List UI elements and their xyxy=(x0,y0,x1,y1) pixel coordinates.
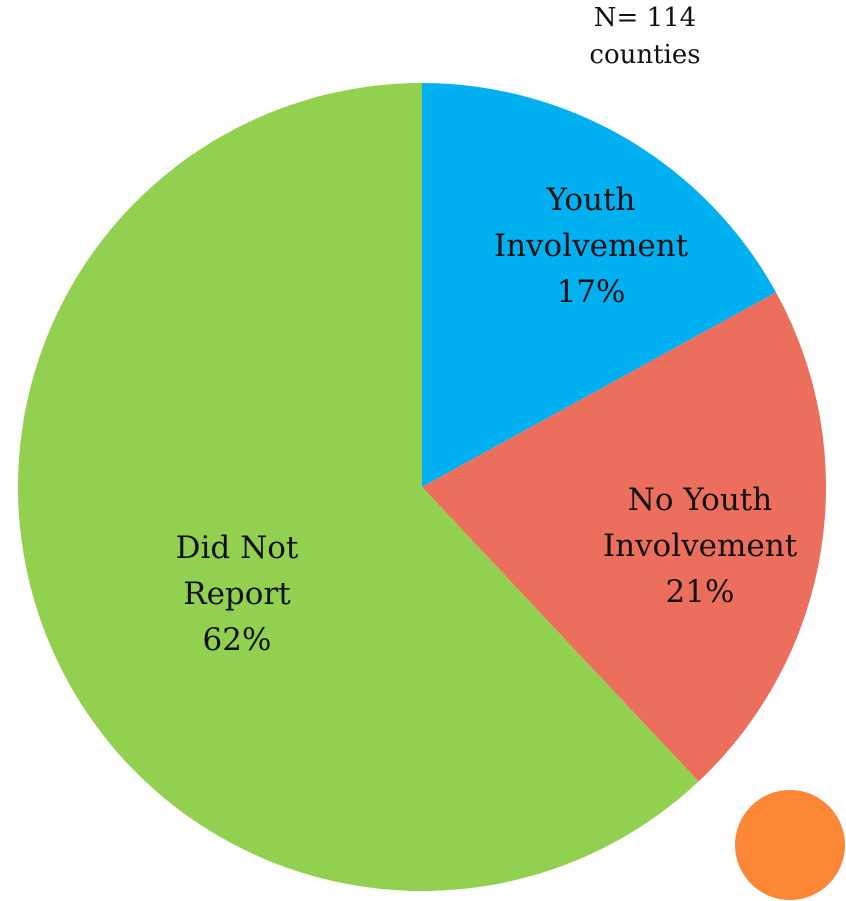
pie-labels: Youth Involvement 17% No Youth Involvement 21… xyxy=(176,182,798,658)
sample-size-count: N= 114 xyxy=(593,3,697,33)
pie-label-did-not-report: Did Not Report 62% xyxy=(176,530,299,658)
pie-slice-did-not-report xyxy=(17,83,699,891)
pie-label-line: Report xyxy=(183,576,291,612)
pie-slice-no-youth-involvement xyxy=(422,292,827,782)
pie-label-line: 17% xyxy=(557,274,626,310)
pie-slice-youth-involvement xyxy=(422,83,777,487)
pie-label-line: Involvement xyxy=(603,528,798,564)
pie-slices xyxy=(17,83,827,891)
pie-label-line: Youth xyxy=(546,182,636,218)
decorative-dot xyxy=(735,790,845,900)
sample-size-note: N= 114 counties xyxy=(545,0,745,74)
pie-label-line: 62% xyxy=(203,622,272,658)
pie-label-youth-involvement: Youth Involvement 17% xyxy=(494,182,689,310)
pie-label-line: Involvement xyxy=(494,228,689,264)
pie-label-line: Did Not xyxy=(176,530,299,566)
pie-label-no-youth-involvement: No Youth Involvement 21% xyxy=(603,482,798,610)
sample-size-unit: counties xyxy=(589,40,701,70)
pie-label-line: 21% xyxy=(666,574,735,610)
pie-label-line: No Youth xyxy=(628,482,772,518)
